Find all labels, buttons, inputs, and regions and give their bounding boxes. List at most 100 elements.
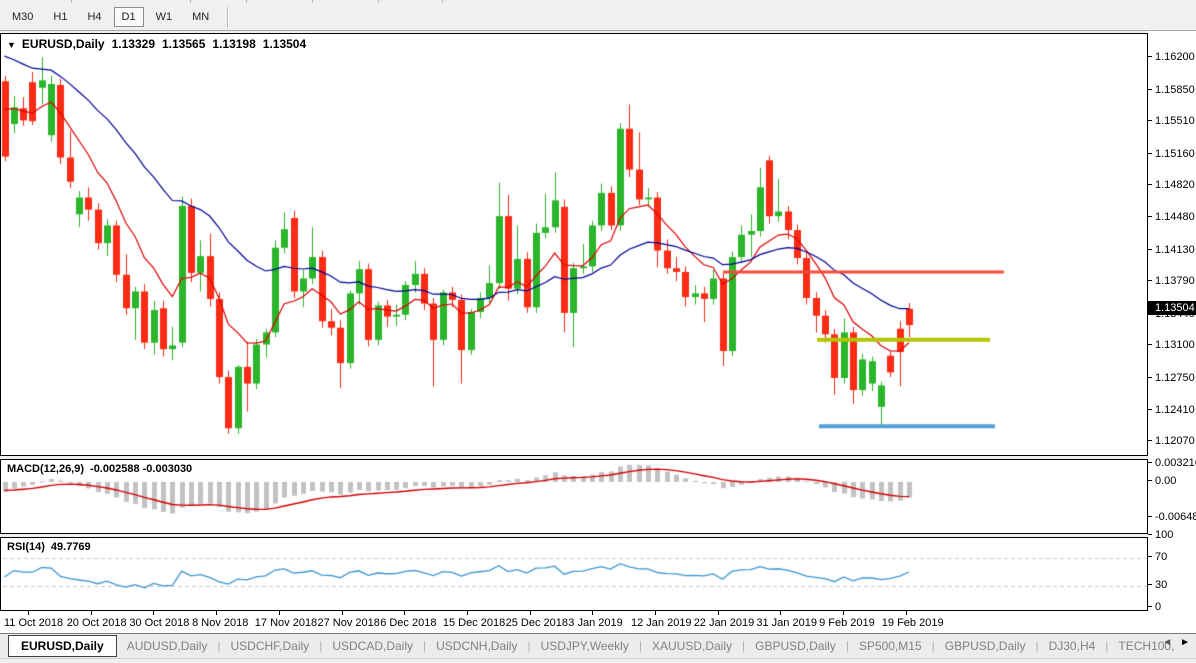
chart-dropdown-icon[interactable]: ▼ <box>7 40 16 50</box>
ohlc-open: 1.13329 <box>111 37 155 51</box>
price-tick-dash <box>1148 344 1152 346</box>
price-tick: 1.15160 <box>1148 147 1196 160</box>
timeframe-button-d1[interactable]: D1 <box>113 6 144 27</box>
date-tick-mark <box>28 611 29 615</box>
price-tick: 1.13100 <box>1148 339 1196 352</box>
rsi-axis-label: 100 <box>1155 529 1174 541</box>
tab-sp500-m15[interactable]: SP500,M15 <box>858 639 922 653</box>
time-axis[interactable]: 11 Oct 2018 20 Oct 2018 30 Oct 2018 8 Nov 2… <box>0 611 1196 633</box>
price-axis[interactable]: 1.16200 1.15850 1.15510 1.15160 1.14820 1.144… <box>1148 31 1196 613</box>
price-tick-label: 1.12410 <box>1155 403 1195 416</box>
price-tick-label: 1.15850 <box>1155 83 1195 96</box>
tab-separator: | <box>423 639 427 653</box>
date-tick-label: 30 Oct 2018 <box>129 617 190 629</box>
date-tick-mark <box>905 611 907 615</box>
timeframe-button-mn[interactable]: MN <box>192 10 210 23</box>
tab-usdcad-daily[interactable]: USDCAD,Daily <box>332 639 413 653</box>
rsi-tick-dash <box>1148 534 1152 535</box>
rsi-canvas[interactable] <box>1 538 1149 612</box>
date-tick-mark <box>404 611 406 615</box>
price-tick: 1.13790 <box>1148 275 1196 287</box>
price-tick: 1.15510 <box>1148 115 1196 128</box>
macd-axis-tick: 0.00 <box>1148 475 1196 487</box>
tab-gbpusd-daily[interactable]: GBPUSD,Daily <box>944 639 1026 653</box>
price-tick-label: 1.12070 <box>1155 435 1195 448</box>
date-tick-mark <box>278 611 280 615</box>
date-tick-label: 9 Feb 2019 <box>819 617 875 629</box>
price-tick-label: 1.15510 <box>1155 115 1195 128</box>
window-bottom-strip <box>0 658 1196 663</box>
tab-scroll-arrows: ◄ ► <box>1162 637 1190 648</box>
rsi-name: RSI(14) <box>7 541 45 553</box>
date-tick-mark <box>341 611 343 615</box>
tab-usdjpy-weekly[interactable]: USDJPY,Weekly <box>540 639 629 653</box>
macd-axis-label: -0.006485 <box>1155 511 1196 524</box>
timeframe-button-m30[interactable]: M30 <box>12 10 34 23</box>
tab-scroll-left-icon[interactable]: ◄ <box>1162 637 1173 648</box>
rsi-tick-dash <box>1148 555 1152 557</box>
price-tick-label: 1.14480 <box>1155 211 1195 223</box>
date-tick-mark <box>466 611 468 615</box>
toolbar-remnant-mark <box>71 0 72 3</box>
macd-panel[interactable]: MACD(12,26,9) -0.002588 -0.003030 <box>0 459 1149 535</box>
toolbar-remnant-mark <box>378 0 379 3</box>
tab-gbpusd-daily[interactable]: GBPUSD,Daily <box>755 639 836 653</box>
date-tick-mark <box>153 611 155 615</box>
date-tick-mark <box>592 611 594 615</box>
tab-separator: | <box>1035 639 1039 653</box>
tab-eurusd-daily[interactable]: EURUSD,Daily <box>8 635 117 657</box>
timeframe-button-w1[interactable]: W1 <box>155 10 173 23</box>
tab-usdchf-daily[interactable]: USDCHF,Daily <box>230 639 310 653</box>
price-tick-dash <box>1148 216 1152 217</box>
date-tick-mark <box>216 611 218 615</box>
rsi-axis-label: 70 <box>1155 550 1168 563</box>
rsi-panel[interactable]: RSI(14) 49.7769 <box>0 537 1149 612</box>
tab-separator: | <box>742 639 746 653</box>
timeframe-button-h1[interactable]: H1 <box>53 10 68 23</box>
macd-tick-dash <box>1148 462 1152 464</box>
date-tick-mark <box>843 611 845 615</box>
main-chart-panel[interactable]: ▼ EURUSD,Daily 1.13329 1.13565 1.13198 1.1350… <box>0 33 1149 457</box>
timeframe-button-h4[interactable]: H4 <box>87 10 102 23</box>
price-tick-label: 1.15160 <box>1155 147 1195 160</box>
price-tick-dash <box>1148 88 1152 90</box>
price-tick-dash <box>1148 280 1152 282</box>
tab-dj30-h4[interactable]: DJ30,H4 <box>1048 639 1096 653</box>
price-tick-dash <box>1148 408 1152 410</box>
rsi-tick-dash <box>1148 584 1152 586</box>
macd-tick-dash <box>1148 480 1152 481</box>
tab-scroll-right-icon[interactable]: ► <box>1180 637 1190 648</box>
price-tick: 1.12750 <box>1148 372 1196 384</box>
date-tick-label: 31 Jan 2019 <box>756 617 817 629</box>
date-tick-label: 3 Jan 2019 <box>568 617 623 629</box>
tab-usdcnh-daily[interactable]: USDCNH,Daily <box>436 639 518 653</box>
rsi-axis-label: 0 <box>1155 601 1162 613</box>
date-tick-label: 12 Jan 2019 <box>631 617 692 629</box>
price-tick-label: 1.14130 <box>1155 243 1195 256</box>
price-tick: 1.14820 <box>1148 179 1196 191</box>
price-tick-dash <box>1148 440 1152 442</box>
macd-axis-label: 0.00 <box>1155 475 1177 487</box>
rsi-tick-dash <box>1148 606 1152 607</box>
tab-xauusd-daily[interactable]: XAUUSD,Daily <box>651 639 732 653</box>
main-chart-canvas[interactable] <box>1 34 1149 457</box>
price-tick-label: 1.13100 <box>1155 339 1195 352</box>
chart-symbol-label: EURUSD,Daily <box>21 37 105 51</box>
macd-axis-tick: -0.006485 <box>1148 511 1196 524</box>
date-tick-mark <box>90 611 92 615</box>
date-tick-mark <box>780 611 782 615</box>
timeframe-toolbar: M30 H1 H4 D1 W1 MN <box>0 3 1196 31</box>
tab-tech100[interactable]: TECH100, <box>1118 639 1175 653</box>
price-tick-dash <box>1148 56 1152 57</box>
window-top-strip <box>0 0 1196 3</box>
macd-label: MACD(12,26,9) -0.002588 -0.003030 <box>7 463 192 475</box>
date-tick-mark <box>655 611 656 615</box>
toolbar-divider <box>227 6 229 27</box>
tab-separator: | <box>217 639 221 653</box>
macd-canvas[interactable] <box>1 460 1149 535</box>
ohlc-close: 1.13504 <box>262 37 307 51</box>
rsi-axis-tick: 70 <box>1148 550 1196 563</box>
tab-audusd-daily[interactable]: AUDUSD,Daily <box>126 639 208 653</box>
date-tick-mark <box>529 611 531 615</box>
date-tick-label: 20 Oct 2018 <box>66 617 127 629</box>
